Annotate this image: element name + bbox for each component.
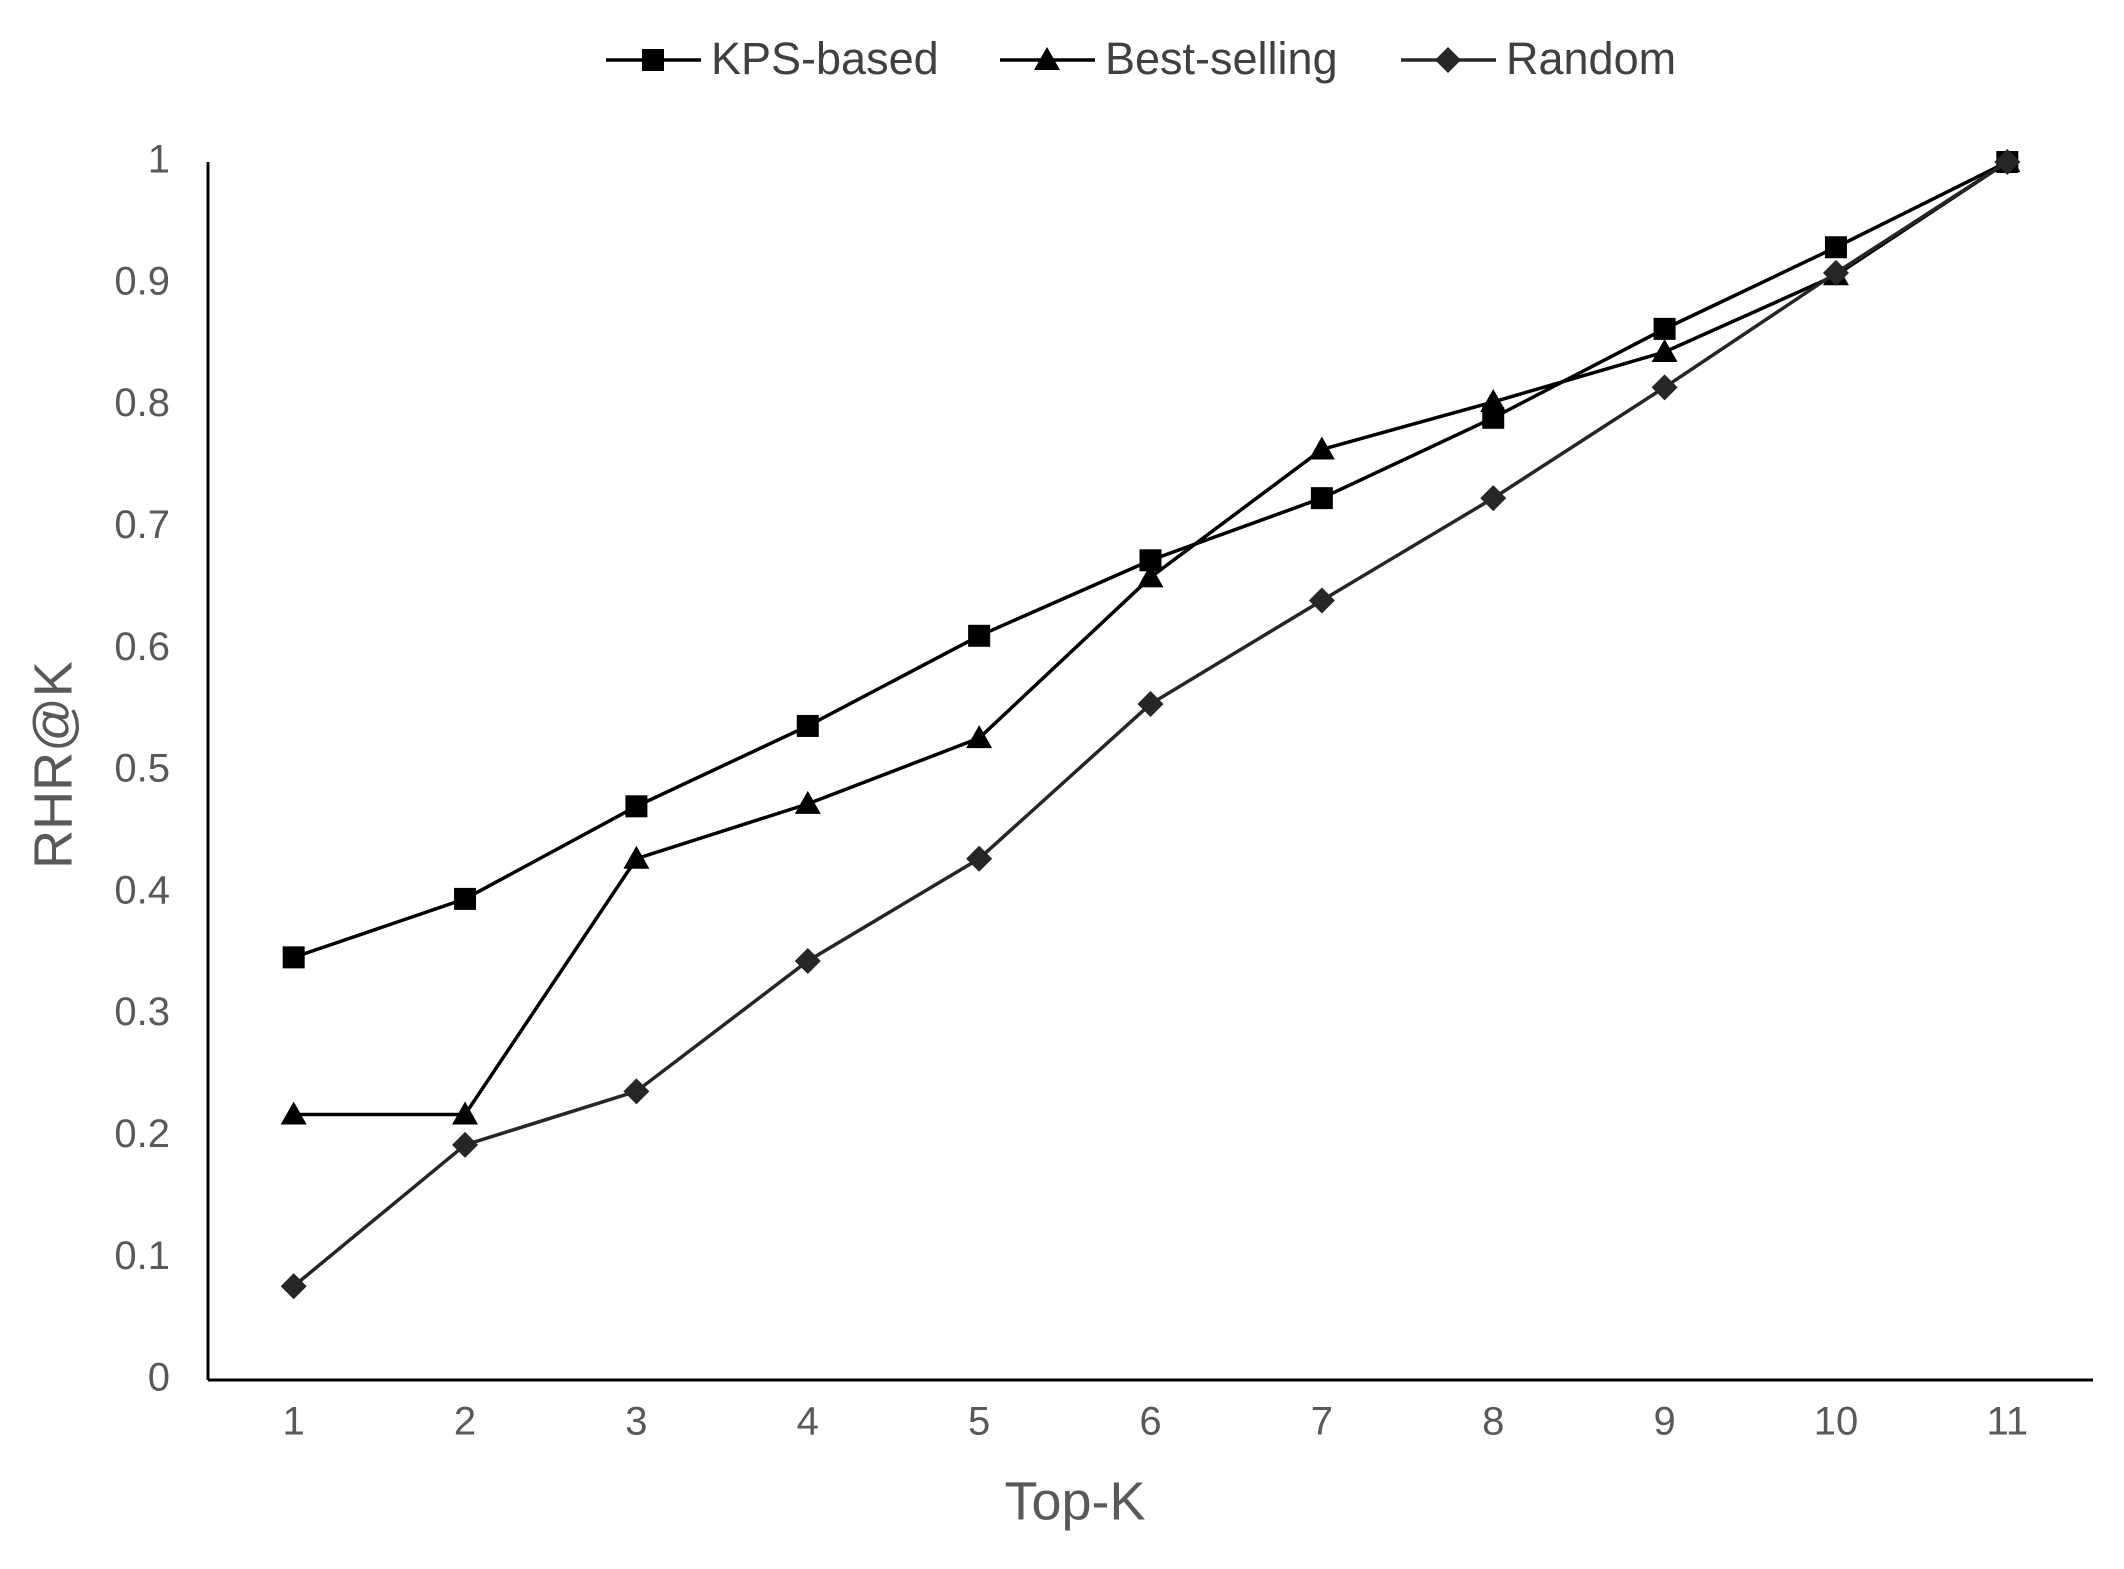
data-point	[623, 1078, 650, 1105]
x-tick-label: 8	[1482, 1400, 1504, 1444]
x-tick-label: 9	[1653, 1400, 1675, 1444]
data-point	[1137, 564, 1164, 588]
y-axis-title: RHR@K	[23, 661, 83, 869]
x-tick-label: 1	[283, 1400, 305, 1444]
data-point	[454, 887, 477, 910]
legend-marker	[642, 49, 664, 71]
y-tick-label: 0.1	[114, 1234, 170, 1278]
data-point	[796, 714, 819, 737]
data-point	[452, 1131, 479, 1158]
data-point	[1480, 388, 1507, 412]
y-tick-label: 0.4	[114, 868, 170, 912]
y-tick-label: 0.7	[114, 503, 170, 547]
y-tick-label: 0.3	[114, 990, 170, 1034]
data-point	[1824, 236, 1847, 259]
data-point	[1822, 259, 1849, 286]
data-point	[794, 948, 821, 975]
data-point	[280, 1273, 307, 1300]
data-point	[623, 845, 650, 869]
x-tick-label: 5	[968, 1400, 990, 1444]
y-tick-label: 0.8	[114, 381, 170, 425]
data-point	[1308, 587, 1335, 614]
x-tick-label: 11	[1987, 1400, 2029, 1444]
legend-text: Random	[1506, 33, 1676, 84]
y-tick-label: 0.9	[114, 259, 170, 303]
y-tick-label: 0.6	[114, 625, 170, 669]
x-tick-label: 3	[625, 1400, 647, 1444]
data-point	[794, 790, 821, 814]
data-point	[1651, 339, 1678, 363]
data-point	[1651, 374, 1678, 401]
series-line	[292, 160, 2009, 1288]
data-point	[1310, 487, 1333, 510]
y-tick-label: 0.2	[114, 1112, 170, 1156]
data-point	[282, 946, 305, 969]
data-point	[1480, 485, 1507, 512]
data-point	[966, 725, 993, 749]
data-point	[968, 624, 991, 647]
data-point	[280, 1101, 307, 1125]
data-point	[1653, 317, 1676, 340]
data-point	[1994, 149, 2021, 175]
y-tick-label: 0.5	[114, 747, 170, 791]
series-line	[293, 160, 2009, 1117]
data-point	[1482, 406, 1505, 429]
legend-text: Best-selling	[1105, 33, 1338, 84]
y-tick-label: 1	[148, 138, 170, 182]
x-axis-title: Top-K	[1004, 1471, 1145, 1531]
x-tick-label: 7	[1311, 1400, 1333, 1444]
legend-marker	[1435, 47, 1461, 73]
x-tick-label: 6	[1139, 1400, 1161, 1444]
y-tick-label: 0	[148, 1356, 170, 1400]
data-point	[1308, 436, 1335, 460]
x-tick-label: 2	[454, 1400, 476, 1444]
data-point	[966, 845, 993, 872]
x-tick-label: 4	[797, 1400, 819, 1444]
legend-text: KPS-based	[711, 33, 939, 84]
data-point	[1139, 549, 1162, 572]
x-tick-label: 10	[1814, 1400, 1859, 1444]
data-point	[452, 1101, 479, 1125]
data-point	[1137, 691, 1164, 718]
data-point	[625, 795, 648, 818]
legend-marker	[1034, 47, 1060, 70]
